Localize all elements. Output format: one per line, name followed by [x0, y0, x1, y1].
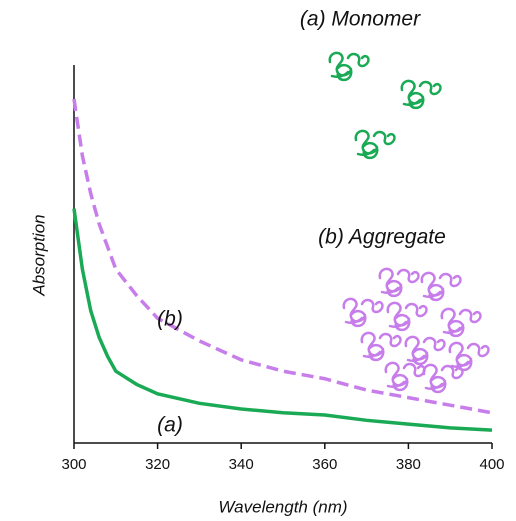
x-tick-label: 380 [396, 456, 421, 473]
x-tick-label: 320 [145, 456, 170, 473]
series-line [72, 98, 493, 415]
monomer-icons [328, 51, 442, 160]
x-tick-label: 300 [61, 456, 86, 473]
annotation: (a) Monomer [300, 8, 421, 31]
annotation: (b) Aggregate [318, 226, 446, 249]
series-label: (b) [157, 308, 183, 331]
series-label: (a) [157, 414, 183, 437]
series-line [72, 208, 493, 432]
x-tick-label: 360 [312, 456, 337, 473]
aggregate-icons [342, 267, 490, 394]
x-tick-label: 400 [479, 456, 504, 473]
x-tick-label: 340 [229, 456, 254, 473]
y-axis-label: Absorption [29, 214, 48, 296]
x-axis-label: Wavelength (nm) [218, 497, 347, 516]
